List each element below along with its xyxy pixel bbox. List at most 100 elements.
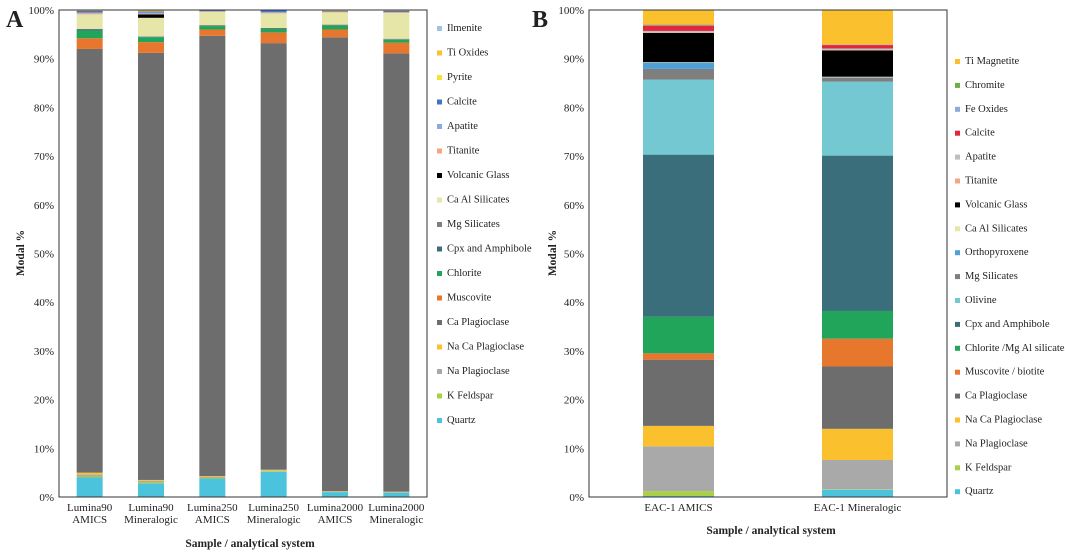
- legend-swatch-ti-magnetite: [955, 59, 960, 64]
- bar-segment-ca-plagioclase: [199, 35, 226, 477]
- y-tick-label: 20%: [34, 395, 54, 407]
- bar-segment-na-ca-plagioclase: [260, 469, 287, 471]
- bar-segment-ca-al-silicates: [322, 12, 348, 25]
- y-tick-label: 50%: [34, 249, 54, 261]
- bar-segment-ca-al-silicates: [383, 12, 410, 39]
- x-category-label-line: Mineralogic: [124, 514, 178, 526]
- bar-segment-chlorite: [322, 25, 348, 30]
- bar-segment-mg-silicates: [643, 68, 714, 80]
- bar-segment-muscovite-biotite: [643, 353, 714, 360]
- legend-label-orthopyroxene: Orthopyroxene: [965, 247, 1029, 258]
- x-category-label-line: EAC-1 Mineralogic: [814, 502, 902, 514]
- legend-label-pyrite: Pyrite: [447, 72, 472, 83]
- bar-segment-ti-magnetite: [822, 10, 893, 45]
- bar-segment-volcanic-glass: [822, 50, 893, 77]
- bar-segment-na-ca-plagioclase: [76, 472, 103, 475]
- legend-label-chlorite-mg-al-silicates: Chlorite /Mg Al silicates: [965, 343, 1065, 354]
- legend-label-ca-al-silicates: Ca Al Silicates: [447, 195, 509, 206]
- legend-label-mg-silicates: Mg Silicates: [965, 271, 1018, 282]
- legend-label-k-feldspar: K Feldspar: [965, 462, 1012, 473]
- x-category-label-line: AMICS: [318, 514, 353, 526]
- y-axis-title: Modal %: [547, 230, 559, 276]
- legend-label-muscovite-biotite: Muscovite / biotite: [965, 367, 1045, 378]
- bar-segment-na-ca-plagioclase: [822, 428, 893, 460]
- y-tick-label: 100%: [28, 5, 54, 17]
- legend-swatch-muscovite-biotite: [955, 369, 960, 375]
- legend-swatch-na-ca-plagioclase: [437, 344, 442, 350]
- legend-swatch-orthopyroxene: [955, 250, 960, 256]
- legend-swatch-pyrite: [437, 75, 442, 80]
- y-tick-label: 30%: [564, 346, 584, 358]
- y-tick-label: 40%: [564, 297, 584, 309]
- y-tick-label: 70%: [34, 151, 54, 163]
- bar-segment-ca-plagioclase: [138, 52, 164, 480]
- legend-label-na-plagioclase: Na Plagioclase: [447, 366, 510, 377]
- legend-label-ca-plagioclase: Ca Plagioclase: [965, 391, 1027, 402]
- x-axis-title: Sample / analytical system: [185, 538, 315, 550]
- legend-label-cpx-and-amphibole: Cpx and Amphibole: [965, 319, 1050, 330]
- legend-swatch-na-ca-plagioclase: [955, 417, 960, 423]
- bar-segment-na-plagioclase: [76, 474, 103, 477]
- legend-swatch-titanite: [437, 148, 442, 154]
- legend-label-ca-al-silicates: Ca Al Silicates: [965, 223, 1027, 234]
- x-category-label-line: Lumina250: [248, 502, 299, 514]
- legend-label-ca-plagioclase: Ca Plagioclase: [447, 317, 509, 328]
- legend-label-titanite: Titanite: [965, 176, 998, 187]
- bar-segment-olivine: [643, 79, 714, 155]
- bar-segment-apatite: [138, 12, 164, 14]
- legend-swatch-quartz: [955, 489, 960, 495]
- legend-label-chlorite: Chlorite: [447, 268, 482, 279]
- x-category-label: Lumina250 AMICS: [187, 502, 238, 526]
- legend-swatch-ca-al-silicates: [955, 226, 960, 232]
- legend-swatch-titanite: [955, 178, 960, 184]
- x-category-label: Lumina2000 AMICS: [307, 502, 364, 526]
- legend-swatch-apatite: [955, 154, 960, 160]
- x-category-label-line: EAC-1 AMICS: [644, 502, 712, 514]
- bar-segment-ca-plagioclase: [383, 53, 410, 492]
- bar-segment-quartz: [822, 489, 893, 497]
- legend-label-na-plagioclase: Na Plagioclase: [965, 438, 1028, 449]
- y-tick-label: 0%: [39, 492, 54, 504]
- bar-segment-k-feldspar: [138, 482, 164, 484]
- legend-label-quartz: Quartz: [965, 486, 994, 497]
- bar-segment-na-ca-plagioclase: [138, 479, 164, 481]
- bar-segment-ca-al-silicates: [260, 13, 287, 29]
- y-tick-label: 60%: [34, 200, 54, 212]
- legend-swatch-volcanic-glass: [437, 173, 442, 178]
- x-category-label: EAC-1 AMICS: [644, 502, 712, 514]
- legend-swatch-ca-plagioclase: [955, 393, 960, 399]
- bar-segment-mg-silicates: [822, 77, 893, 82]
- bar-segment-quartz: [199, 478, 226, 497]
- legend-swatch-apatite: [437, 124, 442, 129]
- x-category-label: Lumina250 Mineralogic: [247, 502, 301, 526]
- legend-swatch-muscovite: [437, 295, 442, 301]
- legend-swatch-mg-silicates: [437, 222, 442, 227]
- legend-label-apatite: Apatite: [965, 152, 996, 163]
- x-category-label-line: Lumina250: [187, 502, 238, 514]
- y-axis-title: Modal %: [15, 230, 27, 276]
- legend-swatch-ilmenite: [437, 26, 442, 31]
- plot-frame: [58, 9, 428, 498]
- legend-label-olivine: Olivine: [965, 295, 997, 306]
- x-category-label-line: Mineralogic: [369, 514, 423, 526]
- legend-swatch-olivine: [955, 298, 960, 303]
- bar-segment-quartz: [383, 492, 410, 497]
- bar-segment-ca-plagioclase: [76, 48, 103, 473]
- y-tick-label: 80%: [564, 102, 584, 114]
- bar-segment-apatite: [822, 48, 893, 50]
- bar-segment-ca-plagioclase: [643, 359, 714, 426]
- legend-label-ilmenite: Ilmenite: [447, 23, 482, 34]
- bar-segment-calcite: [822, 45, 893, 49]
- bar-segment-volcanic-glass: [643, 32, 714, 63]
- legend-swatch-fe-oxides: [955, 106, 960, 112]
- bar-segment-ti-magnetite: [643, 10, 714, 25]
- bar-segment-chlorite-mg-al-silicates: [643, 316, 714, 354]
- legend-swatch-cpx-and-amphibole: [955, 321, 960, 327]
- legend-label-calcite: Calcite: [447, 97, 477, 108]
- legend-swatch-cpx-and-amphibole: [437, 246, 442, 252]
- bar-segment-muscovite: [322, 29, 348, 38]
- legend-label-ti-magnetite: Ti Magnetite: [965, 56, 1019, 67]
- bar-segment-olivine: [822, 81, 893, 156]
- y-tick-label: 50%: [564, 249, 584, 261]
